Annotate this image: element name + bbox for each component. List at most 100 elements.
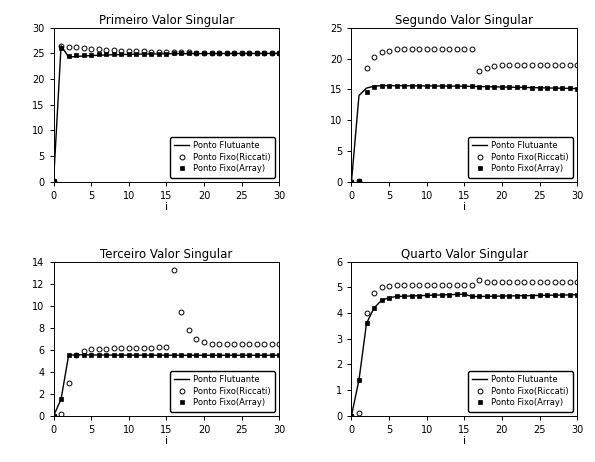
Ponto Fixo(Array) (208, 353, 215, 358)
Ponto Flutuante (95, 352, 102, 358)
Ponto Fixo(Array) (528, 85, 536, 91)
Ponto Fixo(Array) (363, 90, 370, 95)
Ponto Flutuante (80, 53, 87, 59)
Ponto Flutuante (275, 51, 283, 56)
Ponto Fixo(Riccati) (513, 280, 521, 285)
Ponto Flutuante (371, 84, 378, 89)
Ponto Fixo(Riccati) (275, 341, 283, 347)
Ponto Fixo(Array) (386, 83, 393, 88)
Ponto Fixo(Riccati) (223, 50, 230, 55)
Ponto Fixo(Riccati) (476, 277, 483, 283)
Ponto Fixo(Riccati) (551, 62, 558, 67)
Ponto Fixo(Riccati) (208, 50, 215, 55)
Ponto Fixo(Array) (87, 353, 95, 358)
Ponto Fixo(Riccati) (415, 47, 422, 52)
Ponto Flutuante (95, 53, 102, 58)
Ponto Flutuante (491, 293, 498, 299)
Ponto Fixo(Array) (453, 292, 461, 297)
Ponto Flutuante (355, 377, 362, 383)
Ponto Flutuante (574, 292, 581, 298)
Ponto Fixo(Array) (215, 353, 223, 358)
Ponto Fixo(Array) (155, 353, 162, 358)
Ponto Fixo(Array) (348, 413, 355, 419)
Ponto Fixo(Riccati) (140, 49, 148, 54)
Ponto Fixo(Array) (178, 51, 185, 56)
Ponto Flutuante (408, 83, 415, 89)
Ponto Fixo(Array) (453, 84, 461, 89)
Ponto Fixo(Riccati) (268, 341, 275, 347)
Ponto Fixo(Array) (499, 293, 506, 299)
Ponto Flutuante (246, 353, 253, 358)
Ponto Fixo(Riccati) (528, 280, 536, 285)
Ponto Flutuante (73, 352, 80, 358)
Ponto Fixo(Riccati) (491, 280, 498, 285)
Ponto Fixo(Riccati) (73, 45, 80, 50)
Ponto Flutuante (400, 293, 408, 299)
Ponto Flutuante (110, 353, 117, 358)
Title: Terceiro Valor Singular: Terceiro Valor Singular (100, 248, 233, 261)
Ponto Fixo(Riccati) (559, 280, 566, 285)
Ponto Fixo(Array) (363, 321, 370, 326)
Ponto Flutuante (223, 51, 230, 56)
Ponto Fixo(Riccati) (559, 62, 566, 67)
Ponto Fixo(Riccati) (140, 345, 148, 351)
Ponto Fixo(Array) (491, 84, 498, 90)
Ponto Flutuante (170, 51, 177, 56)
Ponto Flutuante (230, 51, 237, 56)
Ponto Flutuante (355, 93, 362, 98)
Ponto Fixo(Riccati) (438, 282, 445, 288)
Ponto Fixo(Array) (118, 353, 125, 358)
Ponto Fixo(Riccati) (476, 68, 483, 73)
Ponto Fixo(Riccati) (408, 282, 415, 288)
Ponto Fixo(Riccati) (253, 341, 260, 347)
Ponto Fixo(Array) (348, 179, 355, 184)
Ponto Fixo(Array) (371, 305, 378, 311)
Ponto Flutuante (446, 292, 453, 298)
Ponto Flutuante (140, 51, 148, 57)
Ponto Flutuante (125, 52, 132, 57)
Ponto Flutuante (461, 84, 468, 89)
Ponto Flutuante (186, 353, 193, 358)
Ponto Fixo(Riccati) (95, 47, 102, 52)
Ponto Fixo(Array) (193, 51, 200, 56)
Ponto Flutuante (536, 292, 543, 298)
Ponto Flutuante (201, 353, 208, 358)
Ponto Fixo(Array) (65, 53, 72, 59)
Ponto Flutuante (208, 353, 215, 358)
Ponto Fixo(Array) (536, 85, 543, 91)
Ponto Fixo(Array) (476, 294, 483, 299)
Legend: Ponto Flutuante, Ponto Fixo(Riccati), Ponto Fixo(Array): Ponto Flutuante, Ponto Fixo(Riccati), Po… (468, 137, 573, 177)
Ponto Fixo(Array) (110, 51, 117, 57)
Ponto Fixo(Array) (483, 84, 490, 90)
Ponto Flutuante (133, 353, 140, 358)
Ponto Fixo(Riccati) (536, 62, 543, 67)
Ponto Fixo(Array) (461, 292, 468, 297)
Ponto Fixo(Riccati) (246, 50, 253, 56)
Ponto Fixo(Array) (73, 352, 80, 358)
Ponto Fixo(Array) (208, 51, 215, 56)
Ponto Fixo(Array) (400, 83, 408, 89)
Ponto Flutuante (253, 353, 260, 358)
Ponto Fixo(Riccati) (201, 50, 208, 55)
Ponto Fixo(Riccati) (58, 43, 65, 49)
Ponto Flutuante (125, 353, 132, 358)
Ponto Fixo(Array) (423, 292, 430, 298)
Ponto Fixo(Array) (499, 84, 506, 90)
Ponto Flutuante (559, 292, 566, 298)
Ponto Fixo(Array) (193, 353, 200, 358)
Ponto Fixo(Riccati) (87, 46, 95, 51)
Ponto Fixo(Riccati) (118, 48, 125, 53)
Ponto Flutuante (58, 43, 65, 49)
Ponto Fixo(Array) (521, 85, 528, 90)
Ponto Fixo(Riccati) (536, 280, 543, 285)
Ponto Fixo(Array) (468, 294, 475, 299)
Ponto Flutuante (58, 396, 65, 402)
Ponto Flutuante (536, 85, 543, 91)
Ponto Fixo(Array) (253, 51, 260, 56)
Ponto Fixo(Array) (275, 353, 283, 358)
Ponto Fixo(Riccati) (201, 339, 208, 345)
Ponto Fixo(Array) (268, 51, 275, 56)
Ponto Fixo(Riccati) (80, 348, 87, 354)
Ponto Flutuante (521, 293, 528, 298)
Ponto Fixo(Riccati) (238, 341, 245, 347)
